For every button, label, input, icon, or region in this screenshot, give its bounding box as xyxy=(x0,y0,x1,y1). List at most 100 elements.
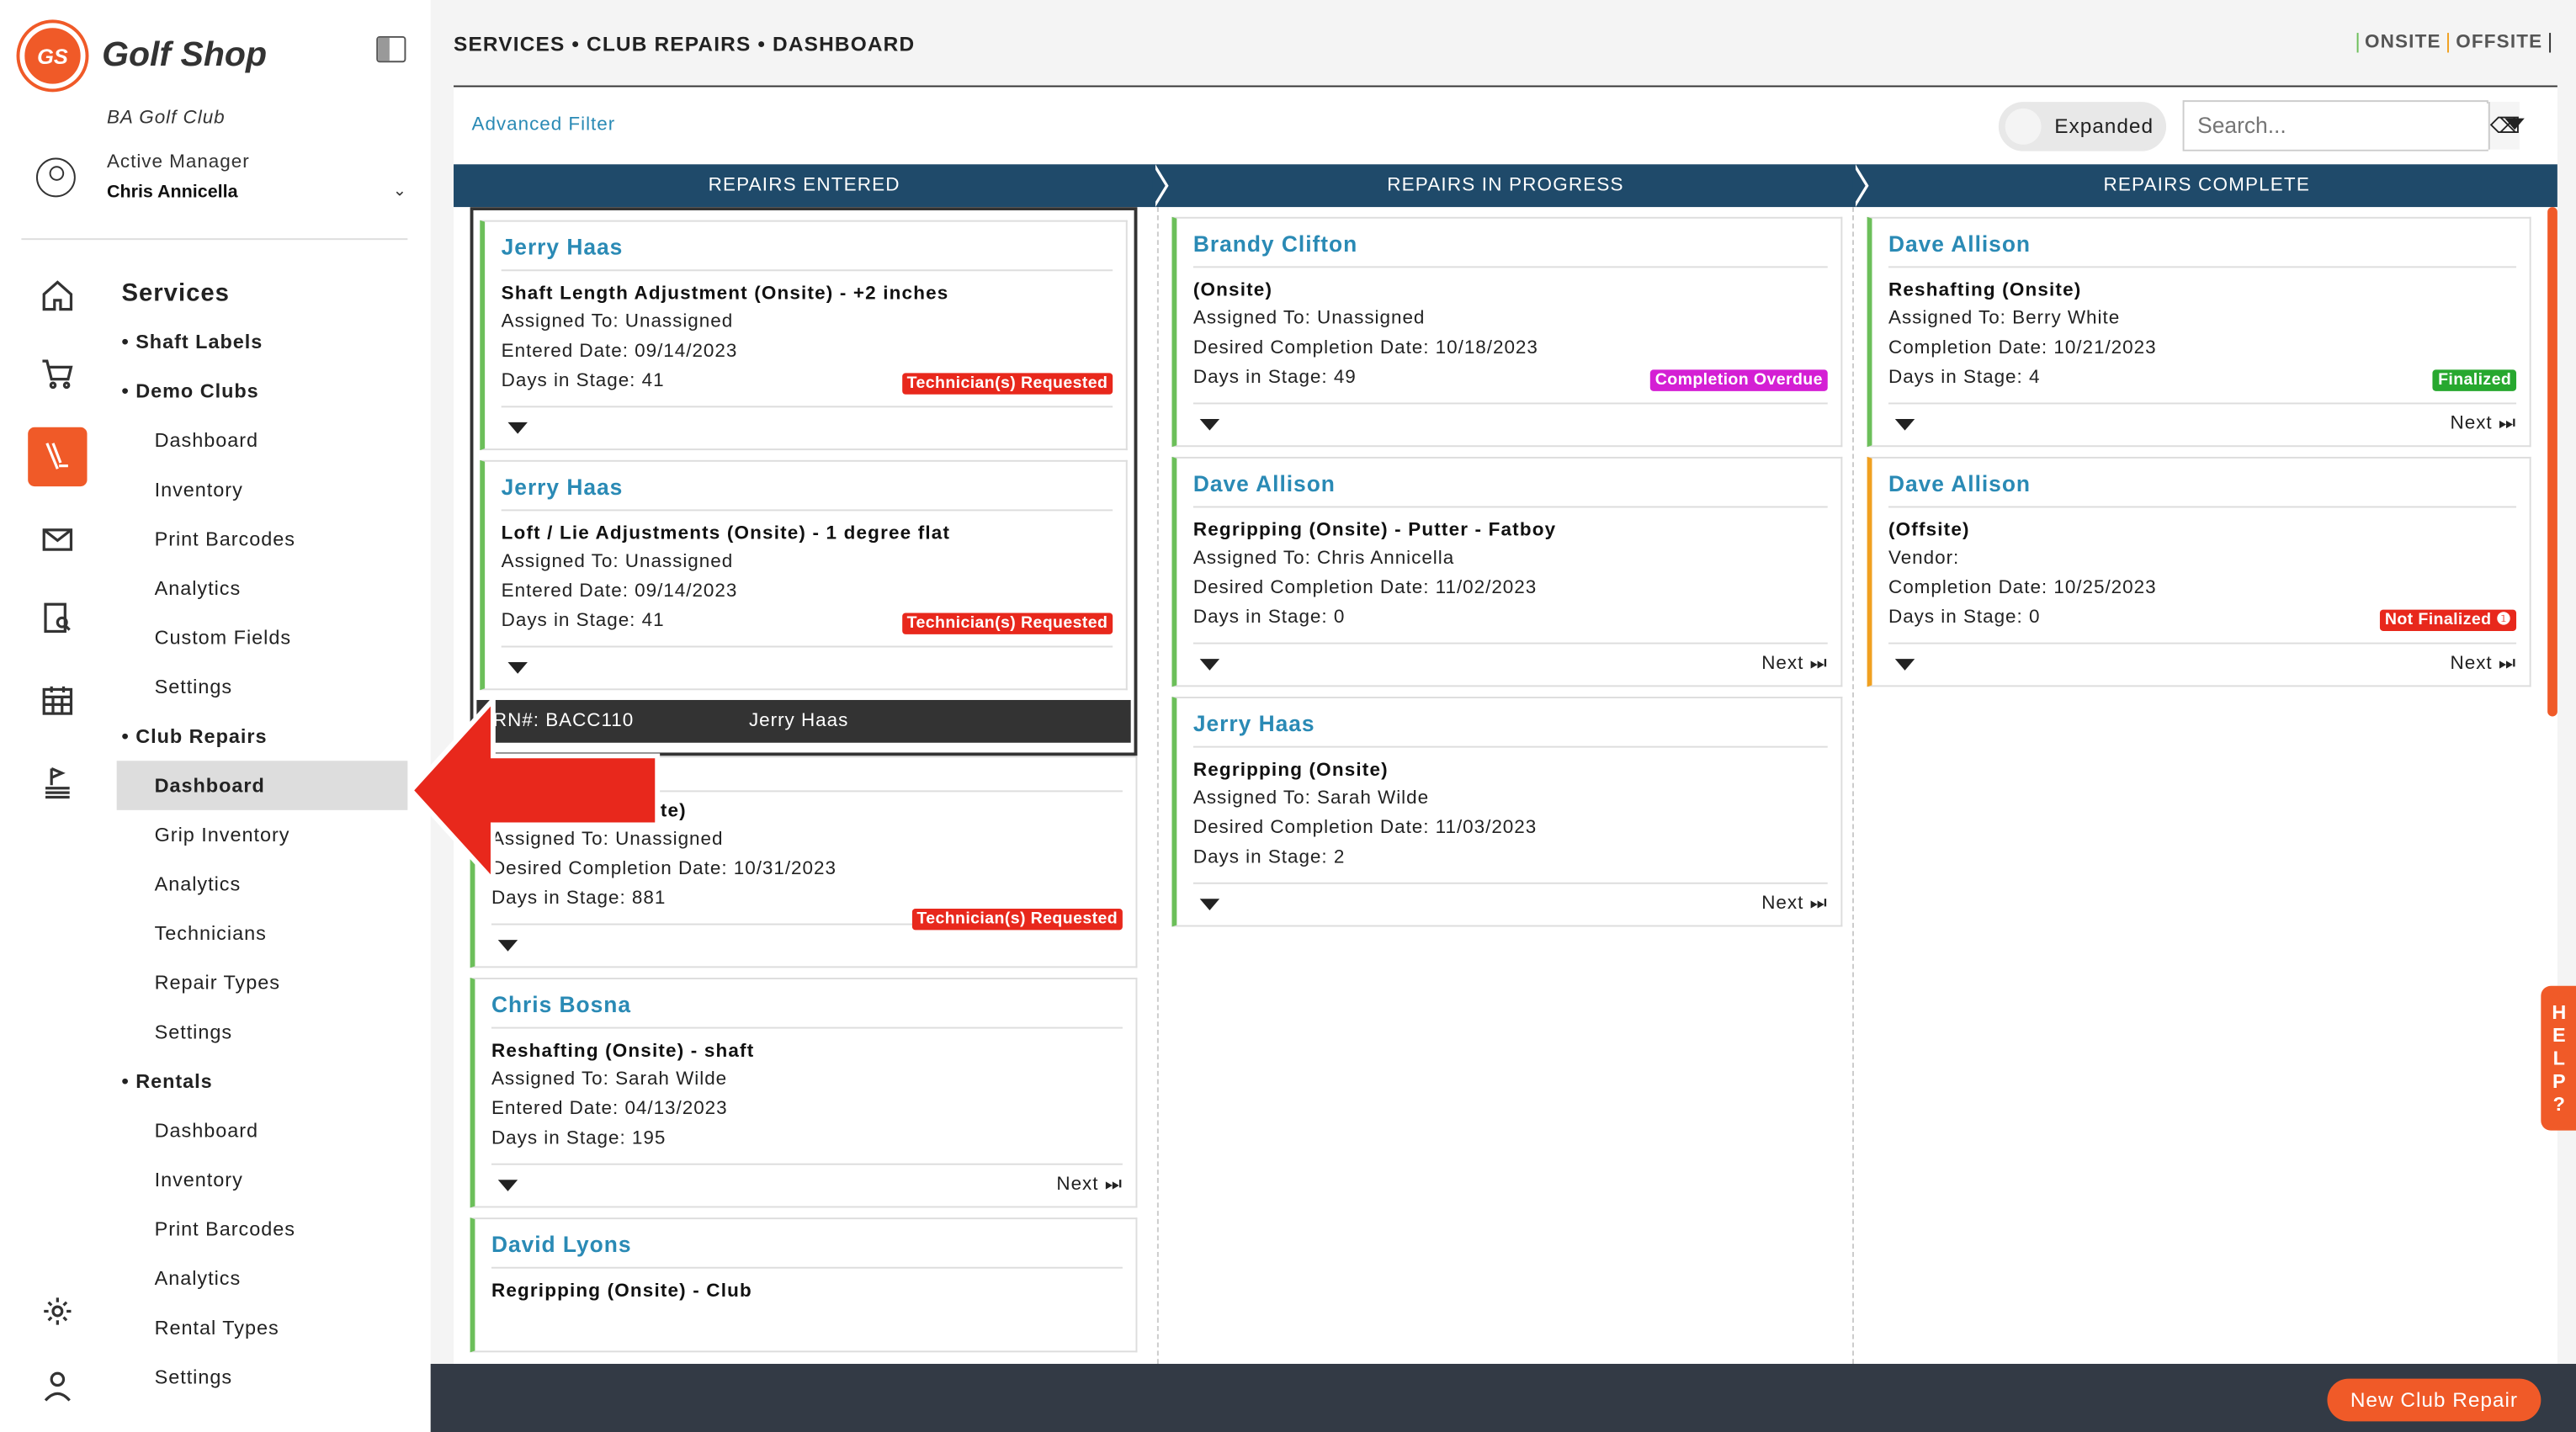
nav-item-rentals-inventory[interactable]: Inventory xyxy=(154,1168,243,1191)
manager-name[interactable]: Chris Annicella xyxy=(106,182,238,203)
cart-icon[interactable] xyxy=(28,345,87,404)
home-icon[interactable] xyxy=(28,266,87,325)
nav-item-rentals-settings[interactable]: Settings xyxy=(154,1365,233,1389)
drag-preview-bar[interactable]: RN#: BACC110 Jerry Haas xyxy=(476,699,1131,743)
expand-caret-icon[interactable] xyxy=(497,940,518,952)
repair-type: Loft / Lie Adjustments (Onsite) - 1 degr… xyxy=(501,524,951,544)
nav-item-demo-inventory[interactable]: Inventory xyxy=(154,478,243,501)
next-stage-button[interactable]: Next ⏭ xyxy=(2450,654,2517,674)
repair-card[interactable]: Brandy Clifton (Onsite) Assigned To: Una… xyxy=(1171,216,1843,448)
assigned-to: Assigned To: Unassigned xyxy=(501,552,734,572)
nav-item-demo-settings[interactable]: Settings xyxy=(154,675,233,699)
completion-date: Completion Date: 10/21/2023 xyxy=(1888,338,2157,358)
nav-section-shaft-labels[interactable]: • Shaft Labels xyxy=(121,330,263,353)
customer-name[interactable]: Dave Allison xyxy=(1888,231,2517,268)
customer-name[interactable]: David Lyons xyxy=(491,1233,1123,1269)
customer-name[interactable]: Brandy Clifton xyxy=(1192,231,1828,268)
nav-item-demo-custom-fields[interactable]: Custom Fields xyxy=(154,626,292,650)
expand-caret-icon[interactable] xyxy=(497,1180,518,1191)
expand-caret-icon[interactable] xyxy=(507,662,528,674)
customer-name[interactable]: Jerry Haas xyxy=(501,475,1113,512)
customer-name[interactable]: Jerry Haas xyxy=(1192,712,1828,748)
days-in-stage: Days in Stage: 41 xyxy=(501,371,665,391)
repair-card-group: Jerry Haas Shaft Length Adjustment (Onsi… xyxy=(470,207,1138,756)
caret-down-icon[interactable] xyxy=(2504,118,2525,130)
expand-caret-icon[interactable] xyxy=(1894,419,1915,431)
repair-card[interactable]: Chris Bosna Reshafting (Onsite) - shaft … xyxy=(470,978,1138,1208)
search-input[interactable] xyxy=(2184,103,2488,149)
logo[interactable]: GS Golf Shop xyxy=(19,23,267,89)
nav-item-repairs-analytics[interactable]: Analytics xyxy=(154,872,242,896)
expand-caret-icon[interactable] xyxy=(1894,659,1915,671)
nav-item-rentals-rental-types[interactable]: Rental Types xyxy=(154,1316,279,1339)
account-icon[interactable] xyxy=(28,1357,87,1416)
card-footer xyxy=(491,923,1123,967)
days-in-stage: Days in Stage: 195 xyxy=(491,1128,667,1149)
services-icon[interactable] xyxy=(28,427,88,487)
repair-card[interactable]: Regripping (Onsite) Assigned To: Unassig… xyxy=(470,756,1138,968)
tee-sheet-icon[interactable] xyxy=(28,752,87,811)
chevron-down-icon[interactable]: ⌄ xyxy=(392,182,407,201)
customer-name[interactable]: Chris Bosna xyxy=(491,993,1123,1029)
next-label: Next xyxy=(1761,894,1804,914)
days-in-stage: Days in Stage: 49 xyxy=(1192,368,1357,388)
status-badge: Technician(s) Requested xyxy=(911,909,1123,931)
repair-card[interactable]: Jerry Haas Regripping (Onsite) Assigned … xyxy=(1171,697,1843,927)
entered-date: Entered Date: 09/14/2023 xyxy=(501,581,738,602)
next-stage-button[interactable]: Next ⏭ xyxy=(2450,414,2517,434)
expand-caret-icon[interactable] xyxy=(1199,899,1220,910)
stage-bar: REPAIRS ENTERED REPAIRS IN PROGRESS REPA… xyxy=(454,164,2557,208)
customer-name[interactable]: Dave Allison xyxy=(1192,472,1828,508)
new-club-repair-button[interactable]: New Club Repair xyxy=(2327,1378,2541,1422)
nav-item-repairs-repair-types[interactable]: Repair Types xyxy=(154,971,280,994)
repair-card[interactable]: Jerry Haas Shaft Length Adjustment (Onsi… xyxy=(480,220,1128,451)
next-stage-button[interactable]: Next ⏭ xyxy=(1056,1175,1123,1195)
logo-icon: GS xyxy=(19,23,86,89)
settings-gear-icon[interactable] xyxy=(28,1281,87,1340)
repair-card[interactable]: David Lyons Regripping (Onsite) - Club xyxy=(470,1217,1138,1353)
nav-item-demo-analytics[interactable]: Analytics xyxy=(154,576,242,600)
offsite-toggle[interactable]: OFFSITE xyxy=(2447,33,2552,53)
onsite-toggle[interactable]: ONSITE xyxy=(2356,33,2447,53)
nav-section-rentals[interactable]: • Rentals xyxy=(121,1069,213,1093)
expanded-label: Expanded xyxy=(2054,114,2154,139)
nav-title: Services xyxy=(121,279,230,308)
toggle-knob xyxy=(2005,108,2042,145)
nav-item-repairs-technicians[interactable]: Technicians xyxy=(154,921,267,945)
divider xyxy=(454,85,2557,88)
repair-card[interactable]: Dave Allison (Offsite) Vendor: Completio… xyxy=(1867,456,2531,687)
help-letter: H xyxy=(2552,1000,2567,1024)
expanded-toggle[interactable]: Expanded xyxy=(1998,102,2167,151)
next-stage-button[interactable]: Next ⏭ xyxy=(1761,894,1828,914)
next-stage-button[interactable]: Next ⏭ xyxy=(1761,654,1828,674)
nav-section-demo-clubs[interactable]: • Demo Clubs xyxy=(121,379,259,403)
nav-item-rentals-dashboard[interactable]: Dashboard xyxy=(154,1118,259,1143)
calendar-icon[interactable] xyxy=(28,671,87,729)
repair-card[interactable]: Dave Allison Regripping (Onsite) - Putte… xyxy=(1171,456,1843,687)
report-search-icon[interactable] xyxy=(28,588,87,647)
customer-name[interactable]: Jerry Haas xyxy=(501,235,1113,272)
scrollbar[interactable] xyxy=(2547,207,2557,717)
status-badge[interactable]: Not Finalized ❶ xyxy=(2380,609,2517,631)
help-tab[interactable]: H E L P ? xyxy=(2541,985,2576,1131)
repair-card[interactable]: Dave Allison Reshafting (Onsite) Assigne… xyxy=(1867,216,2531,448)
nav-item-rentals-print-barcodes[interactable]: Print Barcodes xyxy=(154,1217,295,1241)
nav-item-demo-dashboard[interactable]: Dashboard xyxy=(154,428,259,453)
customer-name[interactable]: Dave Allison xyxy=(1888,472,2517,508)
nav-item-rentals-analytics[interactable]: Analytics xyxy=(154,1266,242,1291)
expand-caret-icon[interactable] xyxy=(507,422,528,434)
collapse-sidebar-icon[interactable] xyxy=(376,35,406,63)
expand-caret-icon[interactable] xyxy=(1199,419,1220,431)
nav-item-repairs-dashboard[interactable]: Dashboard xyxy=(116,761,408,810)
repair-card[interactable]: Jerry Haas Loft / Lie Adjustments (Onsit… xyxy=(480,459,1128,691)
next-label: Next xyxy=(1761,654,1804,674)
expand-caret-icon[interactable] xyxy=(1199,659,1220,671)
mail-icon[interactable] xyxy=(28,509,87,568)
nav-item-demo-print-barcodes[interactable]: Print Barcodes xyxy=(154,527,295,551)
advanced-filter-link[interactable]: Advanced Filter xyxy=(471,114,616,135)
nav-item-repairs-grip-inventory[interactable]: Grip Inventory xyxy=(154,823,290,846)
nav-section-club-repairs[interactable]: • Club Repairs xyxy=(121,724,268,748)
days-in-stage: Days in Stage: 2 xyxy=(1192,847,1346,868)
assigned-to: Assigned To: Unassigned xyxy=(501,312,734,332)
nav-item-repairs-settings[interactable]: Settings xyxy=(154,1020,233,1044)
